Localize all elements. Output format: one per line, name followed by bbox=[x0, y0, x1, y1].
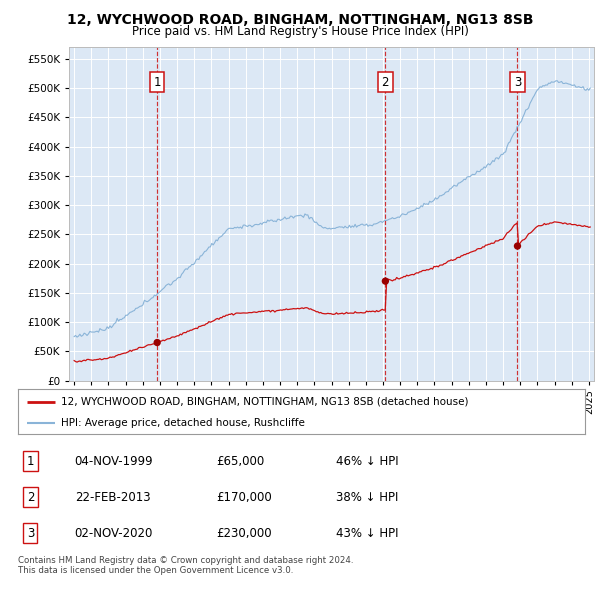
Text: 12, WYCHWOOD ROAD, BINGHAM, NOTTINGHAM, NG13 8SB (detached house): 12, WYCHWOOD ROAD, BINGHAM, NOTTINGHAM, … bbox=[61, 397, 468, 407]
Text: £170,000: £170,000 bbox=[217, 490, 272, 504]
Text: HPI: Average price, detached house, Rushcliffe: HPI: Average price, detached house, Rush… bbox=[61, 418, 304, 428]
Text: 04-NOV-1999: 04-NOV-1999 bbox=[75, 454, 154, 467]
Point bbox=[152, 338, 162, 348]
Text: £230,000: £230,000 bbox=[217, 527, 272, 540]
Text: 3: 3 bbox=[27, 527, 34, 540]
Text: 1: 1 bbox=[27, 454, 34, 467]
Text: £65,000: £65,000 bbox=[217, 454, 265, 467]
Text: 02-NOV-2020: 02-NOV-2020 bbox=[75, 527, 153, 540]
Text: Contains HM Land Registry data © Crown copyright and database right 2024.
This d: Contains HM Land Registry data © Crown c… bbox=[18, 556, 353, 575]
Point bbox=[512, 241, 522, 251]
Text: 22-FEB-2013: 22-FEB-2013 bbox=[75, 490, 151, 504]
Text: 46% ↓ HPI: 46% ↓ HPI bbox=[335, 454, 398, 467]
Text: 43% ↓ HPI: 43% ↓ HPI bbox=[335, 527, 398, 540]
Text: 3: 3 bbox=[514, 76, 521, 88]
Point bbox=[380, 276, 390, 286]
Text: 38% ↓ HPI: 38% ↓ HPI bbox=[335, 490, 398, 504]
Text: 2: 2 bbox=[27, 490, 34, 504]
Text: 1: 1 bbox=[154, 76, 161, 88]
Text: 2: 2 bbox=[382, 76, 389, 88]
Text: 12, WYCHWOOD ROAD, BINGHAM, NOTTINGHAM, NG13 8SB: 12, WYCHWOOD ROAD, BINGHAM, NOTTINGHAM, … bbox=[67, 13, 533, 27]
Text: Price paid vs. HM Land Registry's House Price Index (HPI): Price paid vs. HM Land Registry's House … bbox=[131, 25, 469, 38]
